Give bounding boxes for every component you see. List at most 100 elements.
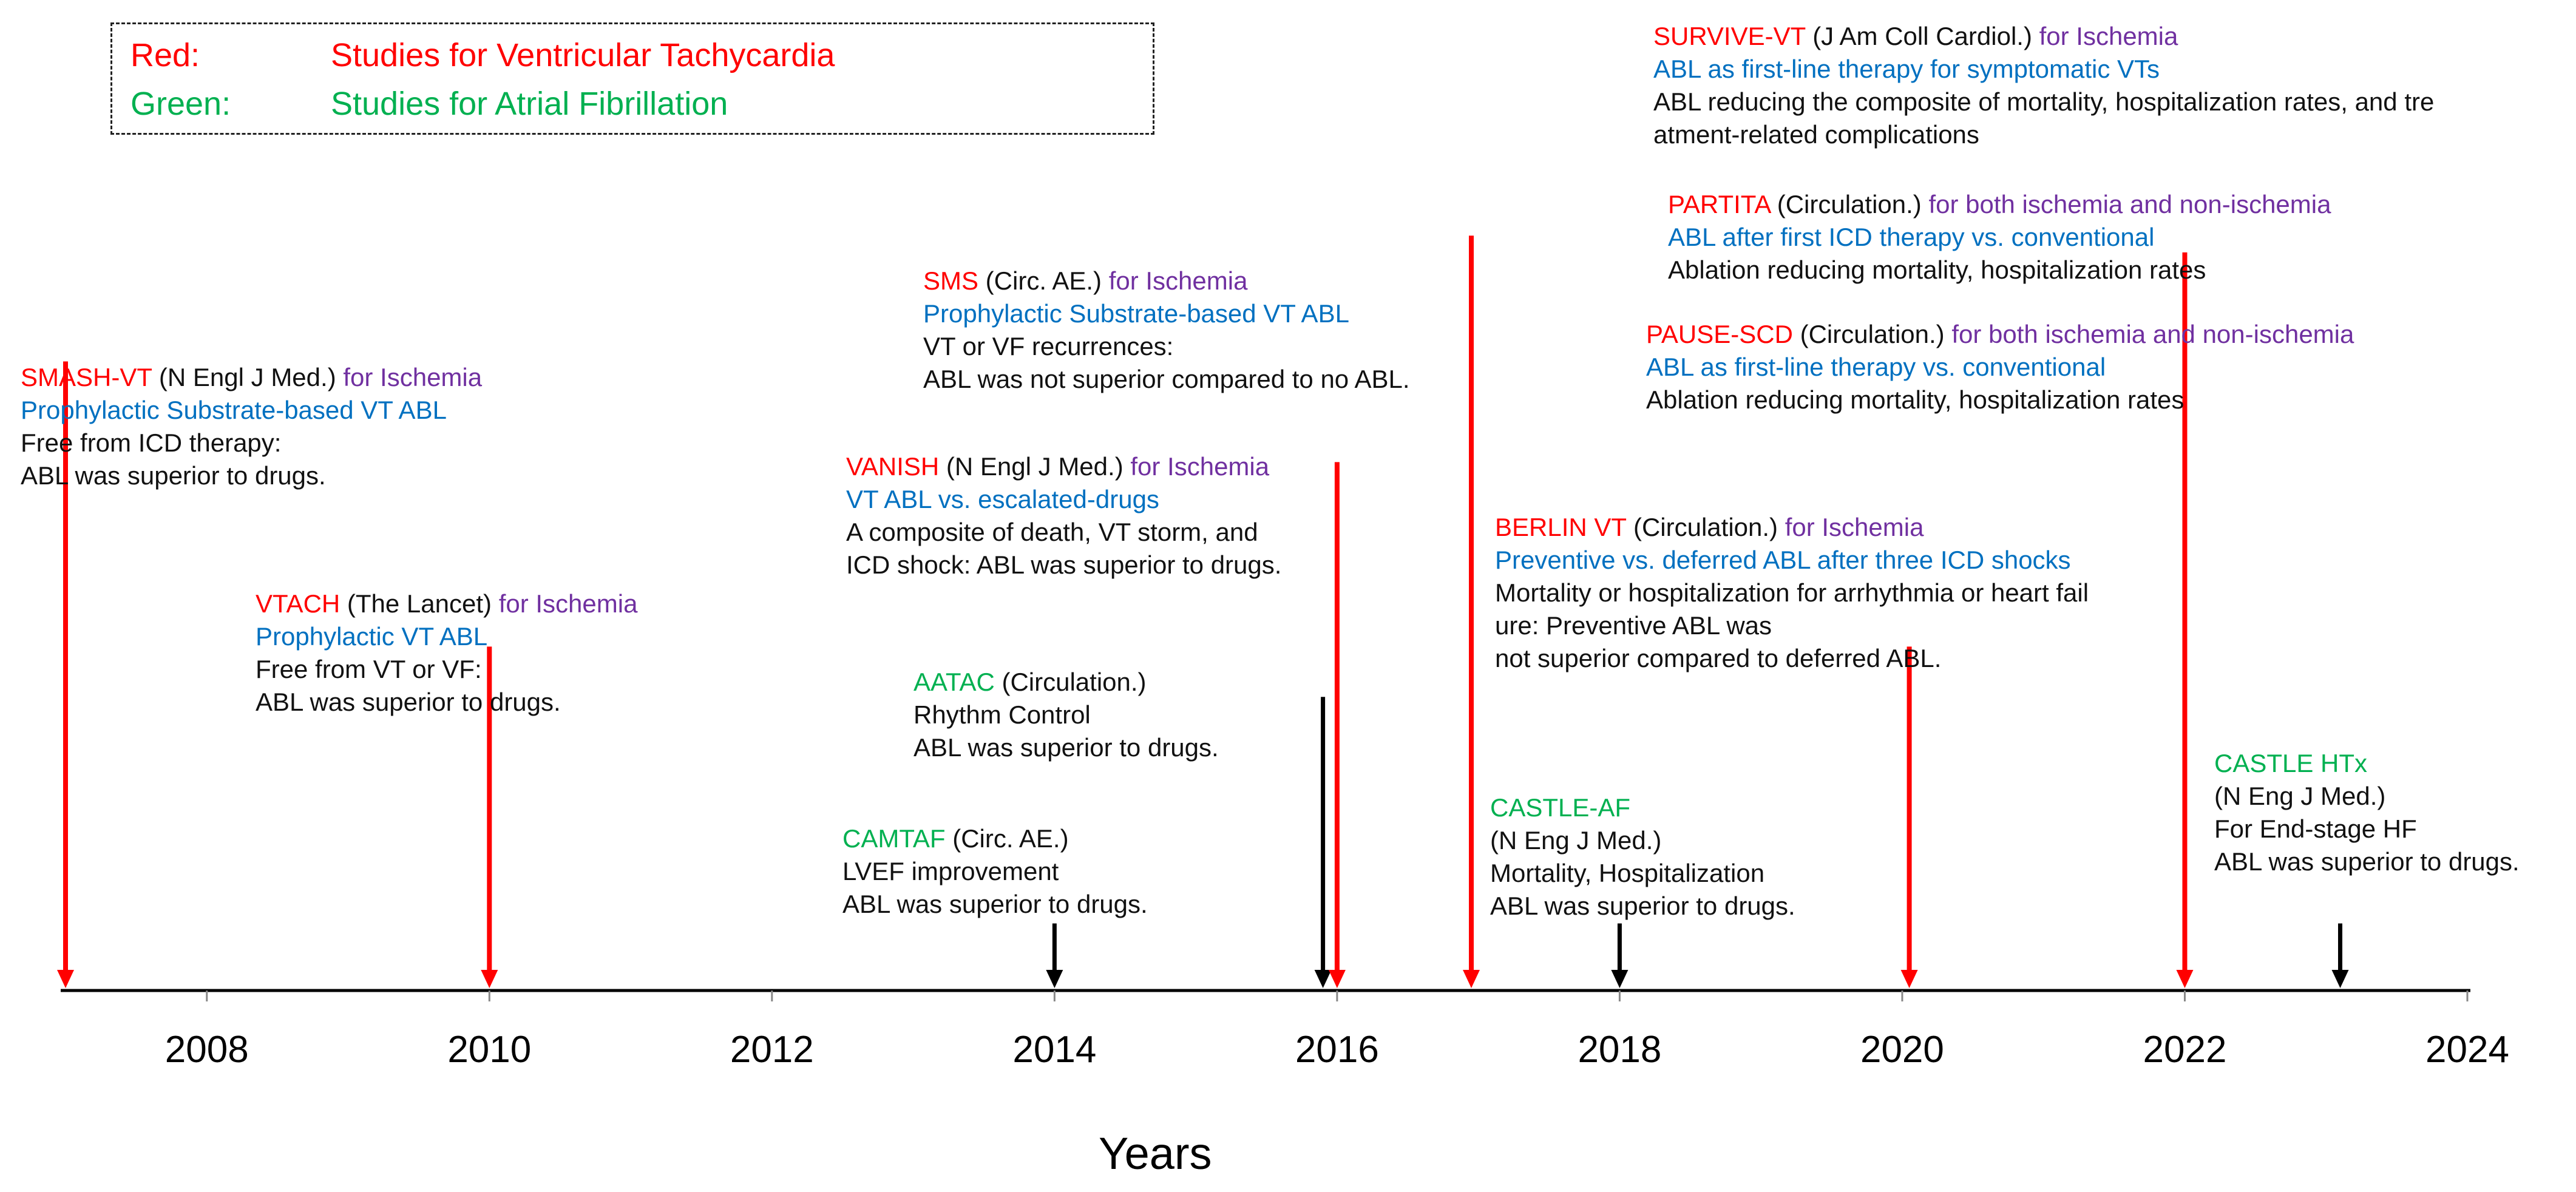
study-name: AATAC (913, 668, 995, 696)
study-result: ICD shock: ABL was superior to drugs. (846, 550, 1282, 579)
study-berlin-vt: BERLIN VT (Circulation.) for Ischemia Pr… (1495, 511, 2089, 675)
axis-tick-label: 2014 (1012, 1029, 1096, 1071)
study-survive-vt: SURVIVE-VT (J Am Coll Cardiol.) for Isch… (1653, 20, 2434, 151)
study-marker-vanish (1328, 462, 1346, 988)
axis-tick-label: 2012 (730, 1029, 814, 1071)
x-axis-label: Years (1099, 1128, 1212, 1179)
study-result: ure: Preventive ABL was (1495, 611, 1772, 640)
study-result: Mortality or hospitalization for arrhyth… (1495, 578, 2089, 607)
marker-arrowhead (1328, 970, 1346, 988)
study-name: SMS (923, 266, 979, 295)
study-journal: (Circulation.) (1792, 320, 1952, 348)
study-name: BERLIN VT (1495, 513, 1627, 541)
study-marker-aatac (1314, 697, 1332, 988)
axis-tick-label: 2018 (1578, 1029, 1661, 1071)
study-design: Prophylactic VT ABL (256, 622, 488, 651)
marker-arrowhead (57, 970, 74, 988)
study-result: ABL reducing the composite of mortality,… (1653, 87, 2435, 116)
axis-ticks: 2008 2010 2012 2014 2016 2018 2020 2022 2024 (165, 991, 2509, 1071)
study-result: Rhythm Control (913, 700, 1091, 729)
study-journal: (Circ. AE.) (978, 266, 1109, 295)
study-smash-vt: SMASH-VT (N Engl J Med.) for Ischemia Pr… (21, 361, 482, 492)
study-result: VT or VF recurrences: (923, 332, 1174, 361)
study-name: VANISH (846, 452, 940, 481)
study-name: VTACH (256, 589, 341, 618)
study-design: Prophylactic Substrate-based VT ABL (923, 299, 1349, 328)
study-name: SMASH-VT (21, 363, 152, 391)
study-aatac: AATAC (Circulation.) Rhythm Control ABL … (913, 666, 1219, 764)
study-markers (57, 235, 2349, 988)
study-journal: (N Eng J Med.) (2214, 782, 2386, 810)
study-journal: (Circ. AE.) (945, 824, 1069, 853)
marker-arrowhead (2176, 970, 2194, 988)
legend-green-key: Green: (130, 86, 231, 122)
marker-arrowhead (1611, 970, 1629, 988)
study-journal: (N Engl J Med.) (939, 452, 1131, 481)
study-population: for Ischemia (1130, 452, 1270, 481)
study-result: ABL was superior to drugs. (2214, 847, 2520, 876)
study-result: ABL was not superior compared to no ABL. (923, 365, 1410, 393)
marker-arrowhead (2331, 970, 2349, 988)
legend-green-desc: Studies for Atrial Fibrillation (331, 86, 728, 122)
marker-arrowhead (1463, 970, 1480, 988)
study-result: Ablation reducing mortality, hospitaliza… (1646, 385, 2185, 414)
study-name: CAMTAF (842, 824, 946, 853)
marker-arrowhead (481, 970, 498, 988)
study-result: For End-stage HF (2214, 814, 2417, 843)
study-marker-castle-htx (2331, 923, 2349, 988)
axis-tick-label: 2020 (1860, 1029, 1944, 1071)
study-journal: (N Engl J Med.) (152, 363, 344, 391)
study-result: ABL was superior to drugs. (842, 890, 1148, 918)
study-result: atment-related complications (1653, 120, 1979, 149)
study-name: SURVIVE-VT (1653, 22, 1806, 50)
legend: Red: Studies for Ventricular Tachycardia… (110, 22, 1154, 135)
study-castle-htx: CASTLE HTx (N Eng J Med.) For End-stage … (2214, 747, 2520, 878)
study-result: Ablation reducing mortality, hospitaliza… (1668, 256, 2206, 284)
study-pause-scd: PAUSE-SCD (Circulation.) for both ischem… (1646, 318, 2354, 416)
axis-tick-label: 2024 (2425, 1029, 2509, 1071)
study-name: CASTLE HTx (2214, 749, 2368, 777)
study-name: PARTITA (1668, 190, 1771, 218)
study-design: ABL after first ICD therapy vs. conventi… (1668, 223, 2155, 251)
study-journal: (J Am Coll Cardiol.) (1805, 22, 2039, 50)
study-result: A composite of death, VT storm, and (846, 518, 1258, 546)
axis-tick-label: 2010 (447, 1029, 531, 1071)
study-population: for Ischemia (2039, 22, 2178, 50)
axis-tick-label: 2016 (1295, 1029, 1379, 1071)
study-result: LVEF improvement (842, 857, 1059, 886)
study-marker-berlin-vt (1900, 646, 1918, 988)
study-marker-pause-scd (2176, 252, 2194, 988)
study-journal: (N Eng J Med.) (1490, 826, 1662, 855)
study-castle-af: CASTLE-AF (N Eng J Med.) Mortality, Hosp… (1490, 791, 1795, 923)
study-partita: PARTITA (Circulation.) for both ischemia… (1668, 188, 2331, 286)
study-result: not superior compared to deferred ABL. (1495, 644, 1942, 672)
study-result: ABL was superior to drugs. (1490, 892, 1795, 920)
study-result: Free from VT or VF: (256, 655, 482, 683)
study-design: Prophylactic Substrate-based VT ABL (21, 396, 447, 424)
study-marker-sms (1463, 235, 1480, 988)
study-marker-camtaf (1046, 923, 1063, 988)
study-result: Mortality, Hospitalization (1490, 859, 1765, 887)
study-design: VT ABL vs. escalated-drugs (846, 485, 1159, 513)
legend-red-desc: Studies for Ventricular Tachycardia (331, 37, 835, 73)
study-journal: (Circulation.) (1626, 513, 1785, 541)
study-result: ABL was superior to drugs. (21, 461, 326, 490)
study-name: PAUSE-SCD (1646, 320, 1793, 348)
study-marker-castle-af (1611, 923, 1629, 988)
study-sms: SMS (Circ. AE.) for Ischemia Prophylacti… (923, 265, 1410, 396)
study-vanish: VANISH (N Engl J Med.) for Ischemia VT A… (846, 450, 1281, 581)
legend-red-key: Red: (130, 37, 200, 73)
study-population: for both ischemia and non-ischemia (1951, 320, 2354, 348)
study-design: Preventive vs. deferred ABL after three … (1495, 546, 2071, 574)
study-population: for Ischemia (498, 589, 638, 618)
study-result: ABL was superior to drugs. (256, 688, 561, 716)
study-name: CASTLE-AF (1490, 793, 1631, 822)
study-journal: (Circulation.) (1770, 190, 1929, 218)
study-design: ABL as first-line therapy vs. convention… (1646, 353, 2106, 381)
study-result: ABL was superior to drugs. (913, 733, 1219, 762)
study-journal: (The Lancet) (340, 589, 499, 618)
axis-tick-label: 2022 (2143, 1029, 2227, 1071)
study-population: for both ischemia and non-ischemia (1928, 190, 2331, 218)
study-vtach: VTACH (The Lancet) for Ischemia Prophyla… (256, 588, 637, 719)
